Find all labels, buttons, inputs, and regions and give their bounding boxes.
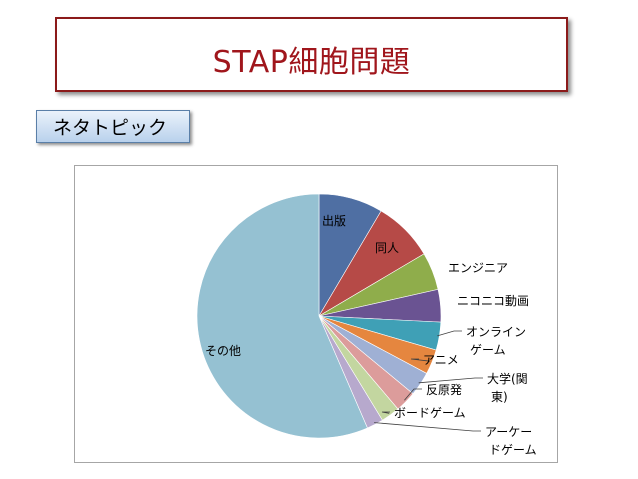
slice-label-5: オンラインゲーム — [466, 325, 526, 357]
leader-line-8 — [404, 388, 422, 401]
slice-label-1: 出版 — [322, 214, 346, 228]
slice-label-10: アーケードゲーム — [485, 425, 537, 457]
leader-line-5 — [437, 330, 462, 337]
title-box: STAP細胞問題 — [55, 17, 568, 92]
slice-label-2: 同人 — [375, 241, 399, 255]
slice-label-11: その他 — [205, 344, 241, 358]
leader-line-6 — [410, 358, 431, 362]
page-title: STAP細胞問題 — [212, 44, 411, 80]
chart-frame: 出版同人エンジニアニコニコ動画オンラインゲーム アニメ大学(関東) 反原発ボードゲー… — [74, 165, 558, 463]
slice-label-4: ニコニコ動画 — [457, 294, 529, 308]
leader-line-7 — [418, 377, 483, 384]
slice-label-8: 反原発 — [426, 383, 462, 397]
topic-tag-label: ネタトピック — [53, 117, 168, 139]
leader-line-9 — [381, 411, 390, 414]
slice-label-6: アニメ — [423, 353, 459, 367]
pie-slice-11 — [196, 193, 368, 439]
slice-label-9: ボードゲーム — [394, 406, 466, 420]
slice-label-3: エンジニア — [448, 261, 508, 275]
leader-line-10 — [374, 422, 481, 432]
topic-tag: ネタトピック — [36, 110, 190, 143]
slice-label-7: 大学(関東) — [487, 371, 528, 404]
